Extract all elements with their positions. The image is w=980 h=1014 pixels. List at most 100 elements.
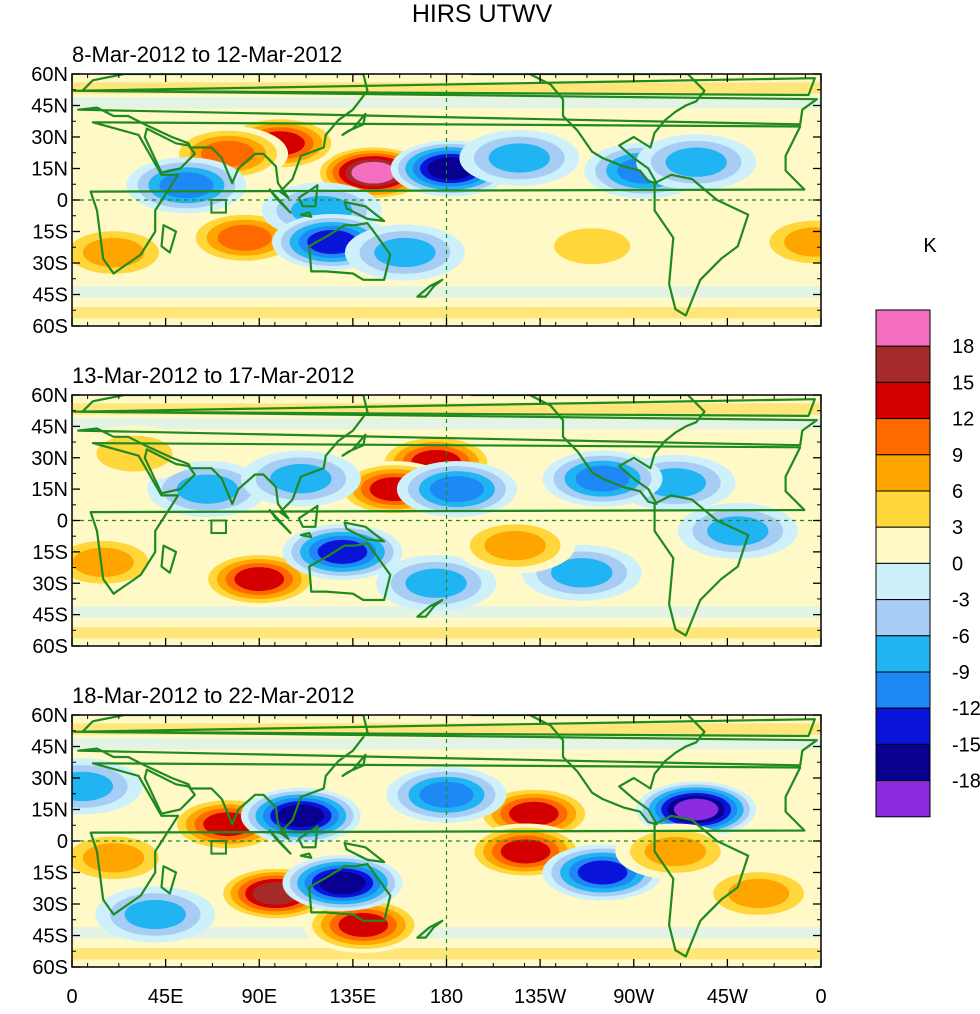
field-band: [72, 418, 821, 430]
anomaly-contour: [727, 878, 790, 909]
region-box: [210, 519, 227, 535]
coastline: [416, 919, 444, 939]
colorbar-swatch: [875, 345, 931, 383]
map-panel-1: 8-Mar-2012 to 12-Mar-2012 60N 45N 30N 15N 0 1…: [31, 42, 822, 338]
colorbar-tick-label: -15: [952, 734, 980, 756]
colorbar: K 18 15 12 9 6 3 0 -3 -6 -9 -12 -15 -18: [875, 235, 980, 818]
coastline: [653, 814, 750, 958]
panel-1-title: 8-Mar-2012 to 12-Mar-2012: [72, 42, 342, 67]
anomaly-field-2: [72, 395, 821, 646]
colorbar-tick-label: 0: [952, 553, 963, 575]
coastline: [343, 201, 386, 223]
anomaly-contour: [429, 476, 484, 503]
lat-tick-label: 30N: [31, 448, 68, 470]
field-band: [72, 82, 821, 94]
coastline: [341, 433, 367, 457]
field-band: [72, 723, 821, 735]
coastline: [73, 718, 816, 738]
lon-tick-label: 0: [815, 986, 826, 1008]
coastline: [470, 74, 706, 185]
field-band: [72, 403, 821, 415]
anomaly-contour: [673, 798, 719, 821]
coastlines-2: [72, 395, 821, 646]
axes-2: 60N 45N 30N 15N 0 15S 30S 45S 60S: [31, 385, 822, 658]
axes-1: 60N 45N 30N 15N 0 15S 30S 45S 60S: [31, 64, 822, 338]
coastline: [470, 715, 706, 826]
colorbar-tick-label: 18: [952, 336, 974, 358]
anomaly-contour: [374, 237, 436, 268]
lat-tick-label: 60N: [31, 385, 68, 407]
field-band: [72, 948, 821, 960]
anomaly-contour: [176, 474, 238, 504]
anomaly-contour: [72, 771, 114, 802]
lat-tick-label: 45S: [32, 285, 68, 307]
colorbar-unit: K: [923, 235, 937, 257]
anomaly-contour: [319, 871, 366, 895]
anomaly-contour: [82, 237, 145, 268]
lon-tick-label: 45E: [148, 986, 184, 1008]
lon-tick-label: 90E: [241, 986, 277, 1008]
colorbar-tick-label: -6: [952, 626, 970, 648]
lat-tick-label: 0: [57, 190, 68, 212]
panel-2-title: 13-Mar-2012 to 17-Mar-2012: [72, 363, 354, 388]
lon-tick-label: 45W: [707, 986, 748, 1008]
map-panel-2: 13-Mar-2012 to 17-Mar-2012 60N 45N 30N 15N 0…: [31, 363, 822, 658]
anomaly-contour: [419, 781, 474, 808]
field-band: [72, 627, 821, 639]
anomaly-contour: [307, 230, 357, 254]
coastline: [416, 598, 444, 618]
lat-tick-label: 30S: [32, 253, 68, 275]
lat-tick-label: 15N: [31, 479, 68, 501]
lat-tick-label: 30N: [31, 127, 68, 149]
coastline: [341, 753, 367, 777]
anomaly-contour: [159, 172, 214, 199]
coastline: [299, 852, 313, 859]
anomaly-contour: [317, 539, 368, 564]
lon-tick-label: 90W: [613, 986, 654, 1008]
anomaly-contour: [277, 804, 325, 828]
anomaly-contour: [577, 860, 628, 885]
colorbar-swatch: [875, 309, 931, 347]
lat-tick-label: 45N: [31, 416, 68, 438]
coastline: [77, 395, 818, 520]
lat-tick-label: 30N: [31, 768, 68, 790]
coastline: [416, 278, 444, 298]
lon-tick-label: 0: [66, 986, 77, 1008]
lat-tick-label: 0: [57, 831, 68, 853]
coastline: [343, 842, 386, 864]
coastline: [160, 224, 178, 254]
coastline: [268, 188, 292, 214]
lat-tick-label: 60N: [31, 705, 68, 727]
lat-tick-label: 60S: [32, 957, 68, 979]
lat-tick-label: 60S: [32, 316, 68, 338]
coastline: [308, 542, 392, 602]
colorbar-tick-label: 15: [952, 372, 974, 394]
lat-tick-label: 60S: [32, 636, 68, 658]
lat-tick-label: 15S: [32, 222, 68, 244]
lat-tick-label: 60N: [31, 64, 68, 86]
coastline: [341, 112, 367, 136]
anomaly-contour: [217, 224, 272, 251]
coastline: [268, 829, 292, 855]
colorbar-swatch: [875, 418, 931, 456]
lat-tick-label: 45N: [31, 96, 68, 118]
colorbar-swatch: [875, 635, 931, 673]
coastline: [143, 127, 196, 174]
coastline: [308, 863, 392, 922]
coastline: [73, 77, 816, 97]
anomaly-contour: [551, 558, 613, 588]
anomaly-contour: [554, 228, 631, 265]
coastline: [160, 544, 178, 574]
lat-tick-label: 15N: [31, 159, 68, 181]
lon-tick-label: 135E: [330, 986, 377, 1008]
anomaly-contour: [124, 899, 186, 930]
colorbar-swatch: [875, 562, 931, 601]
coastline: [653, 494, 750, 637]
field-band: [72, 738, 821, 750]
anomaly-contour: [484, 530, 546, 561]
colorbar-swatch: [875, 381, 931, 420]
coastline: [343, 521, 386, 543]
coastline: [73, 398, 816, 417]
anomaly-contour: [234, 567, 285, 592]
coastline: [470, 395, 706, 505]
